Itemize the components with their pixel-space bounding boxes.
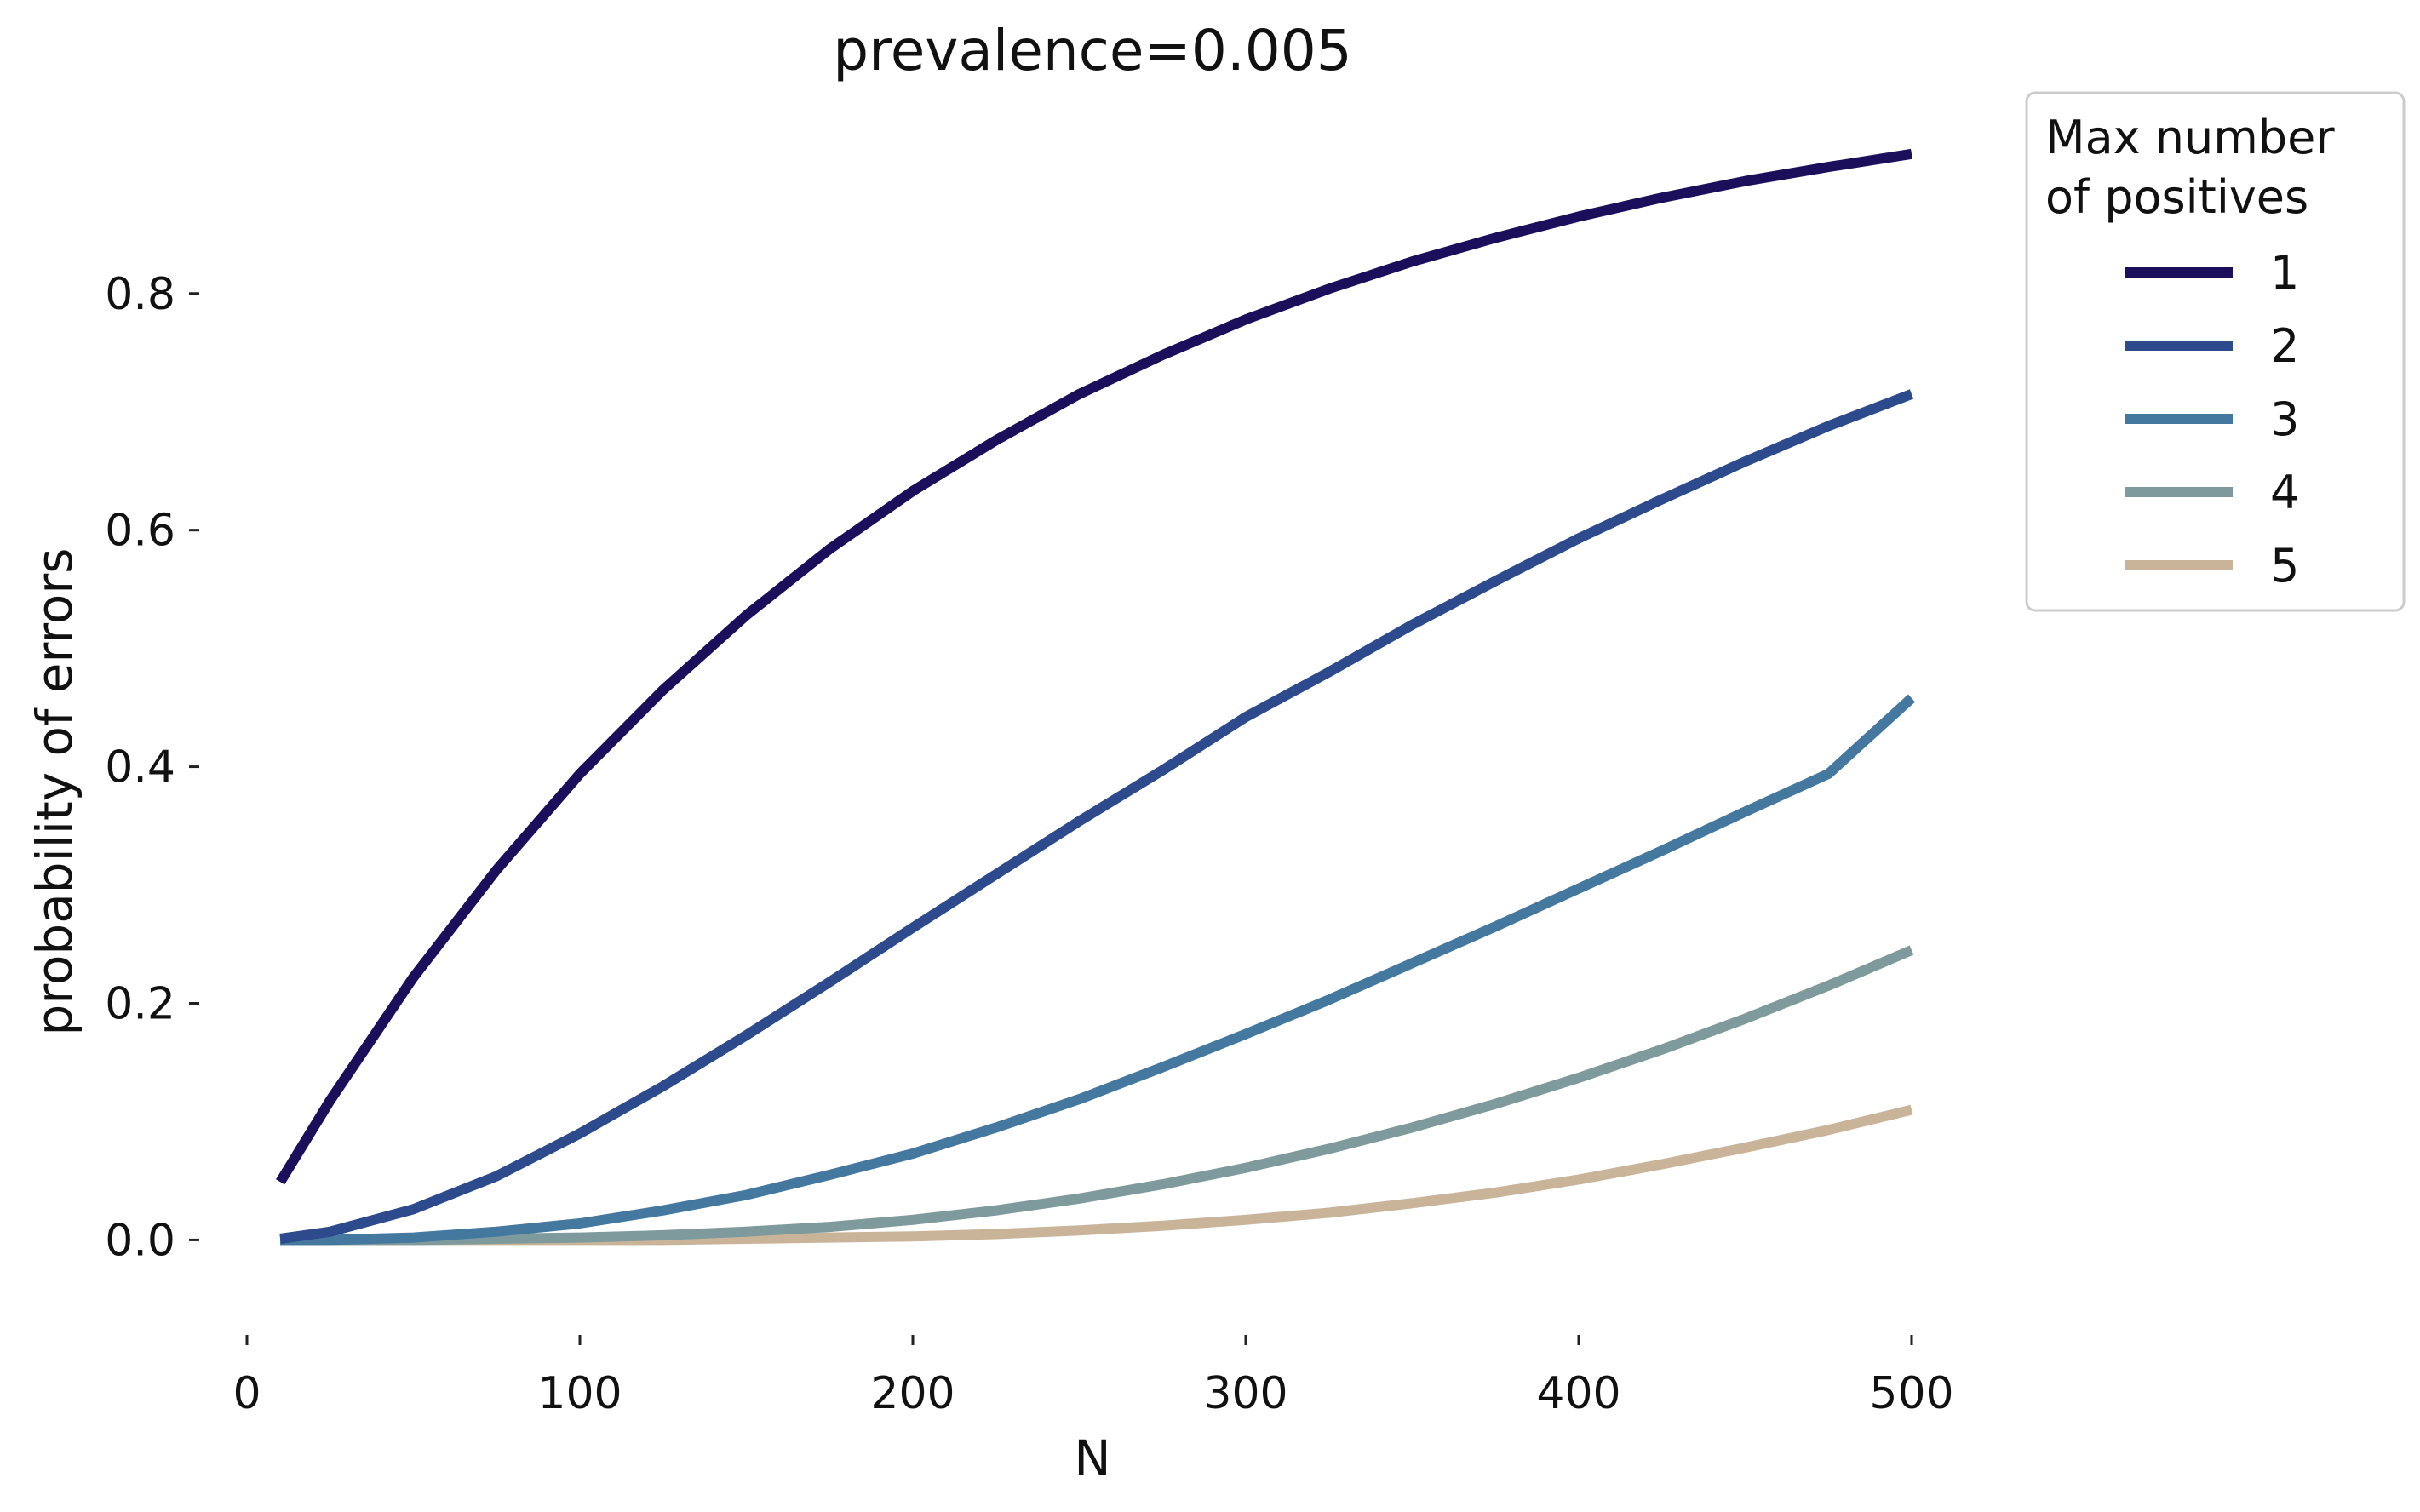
x-tick-label: 100	[537, 1368, 622, 1419]
legend-label-4: 4	[2270, 466, 2299, 519]
legend-label-1: 1	[2270, 246, 2299, 300]
legend-entries: 1 2 3 4 5	[2125, 246, 2299, 593]
y-axis-label: probability of errors	[26, 548, 83, 1036]
legend-title-line1: Max number	[2045, 111, 2335, 164]
legend-label-2: 2	[2270, 319, 2299, 373]
x-tick-label: 400	[1536, 1368, 1620, 1419]
legend-frame	[2025, 91, 2406, 612]
x-tick-label: 500	[1869, 1368, 1953, 1419]
y-tick-label: 0.8	[105, 269, 175, 320]
y-tick-label: 0.6	[105, 506, 175, 557]
y-tick-label: 0.0	[105, 1215, 175, 1266]
series-line-1	[275, 148, 1912, 1185]
y-tick-label: 0.2	[105, 979, 175, 1030]
legend: Max number of positives 1 2 3 4 5	[2025, 91, 2406, 612]
series-line-5	[280, 1104, 1913, 1246]
chart-title: prevalence=0.005	[833, 18, 1352, 83]
legend-label-5: 5	[2270, 539, 2299, 593]
legend-label-3: 3	[2270, 392, 2299, 446]
x-tick-label: 300	[1203, 1368, 1287, 1419]
x-tick-label: 0	[232, 1368, 261, 1419]
series-line-3	[280, 694, 1916, 1246]
x-axis: 0 100 200 300 400 500	[232, 1335, 1954, 1419]
x-tick-label: 200	[870, 1368, 955, 1419]
plot-series	[275, 148, 1916, 1246]
y-axis: 0.0 0.2 0.4 0.6 0.8	[105, 269, 199, 1266]
y-tick-label: 0.4	[105, 742, 175, 793]
series-line-2	[279, 389, 1914, 1244]
legend-title-line2: of positives	[2045, 170, 2308, 224]
x-axis-label: N	[1074, 1429, 1110, 1487]
series-line-4	[280, 945, 1914, 1246]
